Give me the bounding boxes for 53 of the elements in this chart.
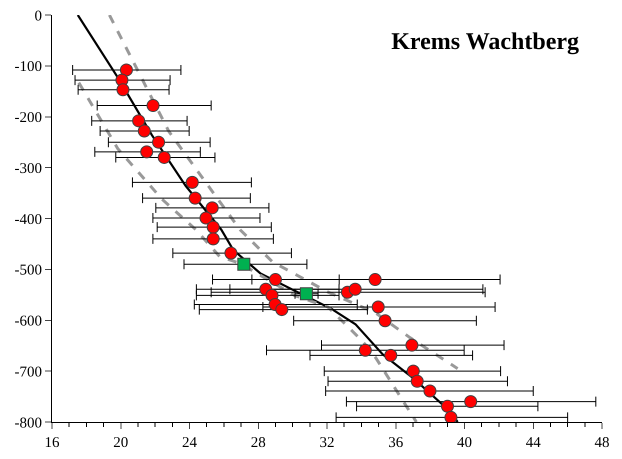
y-tick-label: -700 xyxy=(14,364,42,380)
point xyxy=(423,384,436,398)
point xyxy=(146,99,160,112)
point xyxy=(206,232,220,246)
point xyxy=(406,364,420,378)
point xyxy=(206,220,220,234)
point xyxy=(140,145,154,158)
point xyxy=(368,273,382,286)
point xyxy=(158,150,171,164)
y-tick-label: -400 xyxy=(14,212,42,228)
x-tick-label: 28 xyxy=(250,435,266,451)
point xyxy=(348,282,362,296)
y-tick-label: -100 xyxy=(14,59,42,76)
y-tick-label: -500 xyxy=(14,262,42,279)
point xyxy=(300,287,313,300)
x-tick-label: 48 xyxy=(594,435,610,451)
point xyxy=(132,114,146,128)
point xyxy=(444,410,458,422)
point xyxy=(116,83,130,96)
point xyxy=(206,201,219,214)
line-series xyxy=(108,15,460,370)
line-series xyxy=(77,81,418,422)
point xyxy=(464,395,478,408)
point xyxy=(378,314,392,328)
point xyxy=(384,348,398,362)
x-tick-label: 44 xyxy=(526,435,542,451)
point xyxy=(188,192,202,205)
text: Krems Wachtberg xyxy=(391,28,580,55)
point xyxy=(200,211,212,224)
point xyxy=(138,124,151,138)
x-tick-label: 32 xyxy=(320,435,334,451)
point xyxy=(237,258,250,271)
x-tick-label: 40 xyxy=(457,435,472,451)
y-tick-label: -200 xyxy=(14,110,42,126)
point xyxy=(410,374,424,388)
y-tick-label: 0 xyxy=(34,8,42,24)
point xyxy=(152,136,166,149)
point xyxy=(372,300,385,314)
point xyxy=(405,338,418,352)
y-tick-label: -600 xyxy=(14,314,42,330)
point xyxy=(275,303,288,316)
y-tick-label: -300 xyxy=(14,160,42,177)
point xyxy=(268,273,282,286)
point xyxy=(224,246,238,260)
point xyxy=(440,400,454,413)
y-tick-label: -800 xyxy=(14,415,42,432)
x-tick-label: 36 xyxy=(388,435,404,451)
x-tick-label: 20 xyxy=(113,435,128,451)
x-tick-label: 24 xyxy=(182,435,198,451)
point xyxy=(120,63,133,76)
point xyxy=(358,344,372,357)
x-tick-label: 16 xyxy=(44,435,60,451)
point xyxy=(186,176,199,189)
